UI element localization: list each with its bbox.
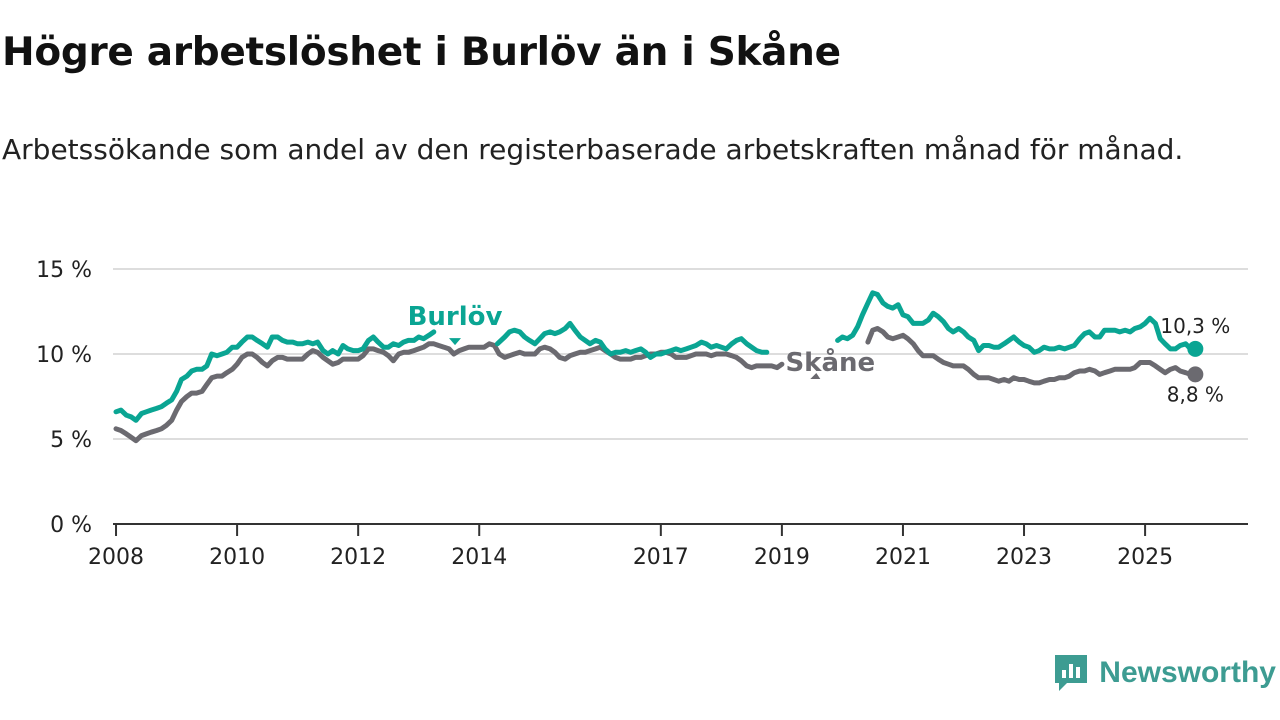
- x-tick-label: 2012: [330, 545, 386, 570]
- x-tick-label: 2021: [875, 545, 931, 570]
- end-label-skane: 8,8 %: [1167, 382, 1224, 406]
- end-dot-burlov: [1187, 340, 1204, 357]
- y-tick-label: 0 %: [50, 513, 92, 538]
- series-label-pointer-burlov: [449, 338, 462, 346]
- x-tick-label: 2019: [754, 545, 810, 570]
- x-tick-label: 2008: [88, 545, 144, 570]
- x-tick-label: 2014: [451, 545, 507, 570]
- page-title: Högre arbetslöshet i Burlöv än i Skåne: [2, 30, 841, 75]
- series-label-burlov: Burlöv: [408, 302, 503, 332]
- x-tick-label: 2023: [996, 545, 1052, 570]
- unemployment-line-chart: 0 % 5 % 10 % 15 % 2008 2010 2012 2014 2017 2019 20…: [36, 258, 1248, 570]
- x-tick-label: 2017: [633, 545, 689, 570]
- series-label-pointer-skane: [810, 373, 821, 379]
- newsworthy-logo-icon: [1055, 655, 1088, 691]
- series-label-skane: Skåne: [785, 346, 875, 378]
- end-label-burlov: 10,3 %: [1160, 314, 1230, 338]
- y-tick-label: 15 %: [36, 258, 92, 283]
- line-skane: [113, 326, 1198, 444]
- page-subtitle: Arbetssökande som andel av den registerb…: [2, 133, 1184, 166]
- x-tick-label: 2010: [209, 545, 265, 570]
- brand-logo: Newsworthy: [1053, 653, 1276, 693]
- y-tick-label: 5 %: [50, 428, 92, 453]
- y-tick-label: 10 %: [36, 343, 92, 368]
- line-burlov: [113, 290, 1198, 423]
- x-tick-label: 2025: [1117, 545, 1173, 570]
- end-dot-skane: [1187, 366, 1204, 383]
- brand-name: Newsworthy: [1099, 656, 1276, 689]
